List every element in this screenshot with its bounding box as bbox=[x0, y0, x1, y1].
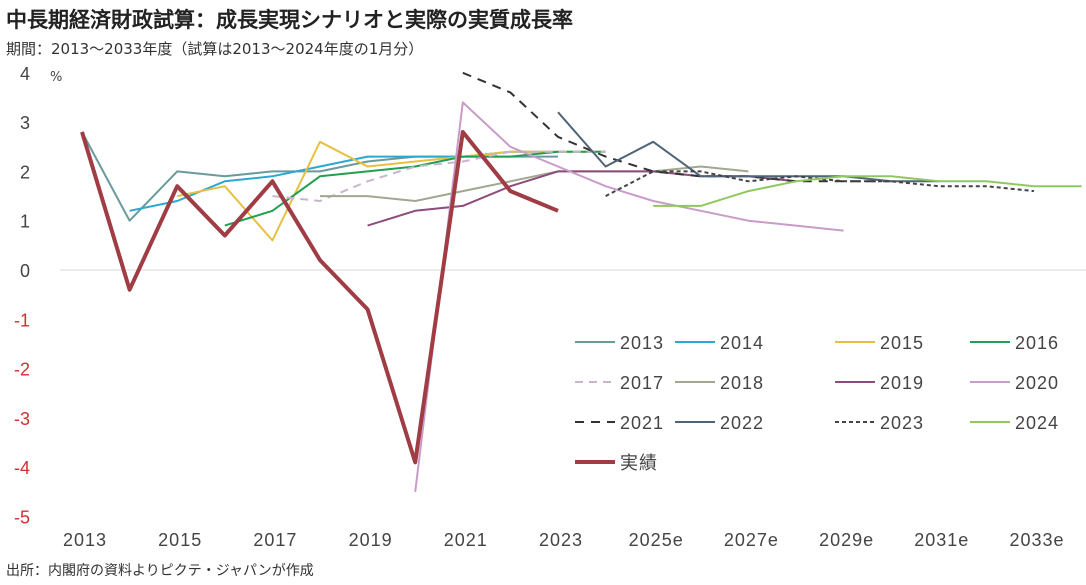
x-tick-label: 2029e bbox=[819, 530, 874, 550]
legend-label: 2016 bbox=[1015, 333, 1059, 353]
y-tick-label: 4 bbox=[20, 64, 30, 84]
legend-label: 2022 bbox=[720, 413, 764, 433]
y-tick-label: -5 bbox=[14, 508, 30, 528]
x-tick-label: 2031e bbox=[914, 530, 969, 550]
legend-label: 2024 bbox=[1015, 413, 1059, 433]
series-line-2022 bbox=[557, 111, 939, 183]
x-tick-label: 2017 bbox=[253, 530, 297, 550]
legend-label: 2021 bbox=[620, 413, 664, 433]
x-tick-label: 2027e bbox=[724, 530, 779, 550]
series-line-2023 bbox=[605, 170, 1035, 197]
series-line-2018 bbox=[320, 165, 749, 202]
y-tick-label: 1 bbox=[20, 212, 30, 232]
x-tick-label: 2023 bbox=[539, 530, 583, 550]
legend-label: 2020 bbox=[1015, 373, 1059, 393]
x-tick-label: 2019 bbox=[349, 530, 393, 550]
x-tick-label: 2021 bbox=[444, 530, 488, 550]
legend-label: 2013 bbox=[620, 333, 664, 353]
y-tick-label: -4 bbox=[14, 458, 30, 478]
y-tick-label: -2 bbox=[14, 360, 30, 380]
y-tick-label: -3 bbox=[14, 409, 30, 429]
chart-title: 中長期経済財政試算：成長実現シナリオと実際の実質成長率 bbox=[6, 8, 573, 32]
series-line-2021 bbox=[462, 71, 892, 183]
chart-subtitle: 期間：2013～2033年度（試算は2013～2024年度の1月分） bbox=[6, 40, 424, 58]
y-unit-label: % bbox=[50, 70, 62, 85]
x-tick-label: 2015 bbox=[158, 530, 202, 550]
series-line-2016 bbox=[224, 150, 606, 227]
source-note: 出所：内閣府の資料よりピクテ・ジャパンが作成 bbox=[6, 563, 314, 579]
x-tick-label: 2033e bbox=[1009, 530, 1064, 550]
series-line-2024 bbox=[653, 175, 1082, 207]
series-line-2017 bbox=[272, 150, 606, 202]
legend-label: 2019 bbox=[880, 373, 924, 393]
y-tick-label: -1 bbox=[14, 310, 30, 330]
legend-label: 2018 bbox=[720, 373, 764, 393]
x-tick-label: 2013 bbox=[63, 530, 107, 550]
series-line-2020 bbox=[414, 101, 844, 493]
legend-label: 2015 bbox=[880, 333, 924, 353]
legend-label: 2023 bbox=[880, 413, 924, 433]
y-tick-label: 2 bbox=[20, 162, 30, 182]
series-line-実績 bbox=[80, 130, 559, 465]
legend-label: 2014 bbox=[720, 333, 764, 353]
x-tick-label: 2025e bbox=[629, 530, 684, 550]
y-tick-label: 0 bbox=[20, 261, 30, 281]
legend-label: 2017 bbox=[620, 373, 664, 393]
legend-label: 実績 bbox=[620, 453, 658, 473]
y-tick-label: 3 bbox=[20, 113, 30, 133]
